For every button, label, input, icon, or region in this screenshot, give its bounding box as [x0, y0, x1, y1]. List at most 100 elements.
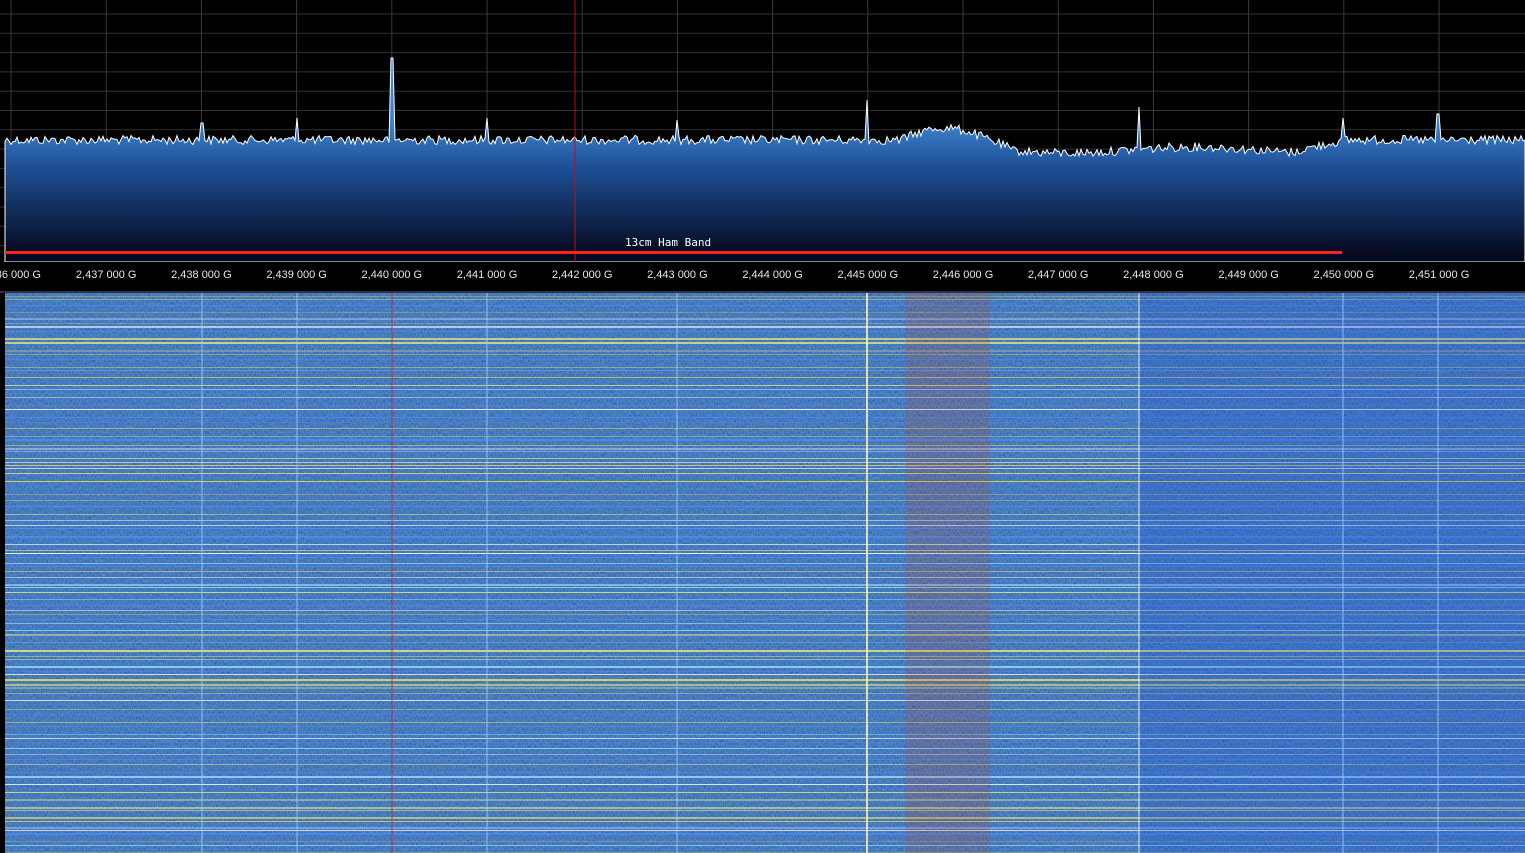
waterfall-line: [5, 792, 1525, 793]
waterfall-line: [5, 296, 1525, 297]
waterfall-line: [5, 599, 1525, 600]
waterfall-line: [5, 830, 1525, 831]
waterfall-line: [5, 656, 1525, 657]
waterfall-line: [5, 722, 1525, 723]
waterfall-line: [5, 821, 1525, 822]
waterfall-line: [5, 742, 1525, 743]
frequency-axis: [0, 262, 1525, 292]
waterfall-line: [5, 550, 1525, 551]
waterfall-line: [5, 679, 1525, 681]
frequency-label: 2,451 000 G: [1409, 269, 1470, 281]
waterfall-line: [5, 468, 1525, 469]
waterfall-line: [5, 674, 1525, 675]
waterfall-line: [5, 827, 1525, 829]
waterfall-line: [5, 370, 1525, 371]
waterfall-line: [5, 359, 1525, 360]
waterfall-line: [5, 473, 1525, 474]
frequency-label: 2,444 000 G: [742, 269, 803, 281]
waterfall-line: [5, 841, 1525, 842]
waterfall-line: [5, 748, 1525, 749]
waterfall-line: [5, 393, 1525, 394]
waterfall-line: [5, 331, 1525, 332]
waterfall-line: [5, 445, 1525, 446]
frequency-label: 2,439 000 G: [266, 269, 327, 281]
waterfall-line: [5, 666, 1525, 668]
waterfall-line: [5, 764, 1525, 765]
waterfall-line: [5, 776, 1525, 778]
waterfall-line: [5, 481, 1525, 482]
waterfall-line: [5, 299, 1525, 300]
waterfall-line: [5, 784, 1525, 785]
waterfall-band: [1140, 293, 1525, 853]
waterfall-line: [5, 610, 1525, 611]
splitter: [0, 291, 1525, 293]
waterfall-line: [5, 807, 1525, 809]
waterfall-line: [5, 367, 1525, 368]
frequency-label: 2,437 000 G: [76, 269, 137, 281]
waterfall-line: [5, 338, 1525, 340]
waterfall-line: [5, 642, 1525, 643]
waterfall-line: [5, 759, 1525, 760]
waterfall-line: [5, 704, 1525, 705]
waterfall-line: [5, 528, 1525, 529]
waterfall-line: [5, 397, 1525, 398]
waterfall-band: [905, 293, 990, 853]
waterfall-line: [5, 323, 1525, 324]
waterfall-line: [5, 833, 1525, 835]
waterfall-line: [5, 684, 1525, 686]
waterfall-line: [5, 734, 1525, 735]
waterfall-line: [5, 799, 1525, 801]
waterfall-line: [5, 451, 1525, 452]
frequency-label: 2,443 000 G: [647, 269, 708, 281]
frequency-label: 2,447 000 G: [1028, 269, 1089, 281]
waterfall-line: [5, 354, 1525, 355]
waterfall-line: [5, 448, 1525, 450]
waterfall: [5, 293, 1525, 853]
frequency-label: 2,446 000 G: [933, 269, 994, 281]
waterfall-line: [5, 810, 1525, 811]
waterfall-line: [5, 305, 1525, 306]
waterfall-line: [5, 385, 1525, 386]
waterfall-line: [5, 500, 1525, 501]
waterfall-line: [5, 544, 1525, 545]
waterfall-line: [5, 592, 1525, 593]
waterfall-line: [5, 577, 1525, 578]
waterfall-line: [5, 506, 1525, 507]
waterfall-line: [5, 428, 1525, 429]
frequency-label: 2,445 000 G: [838, 269, 899, 281]
waterfall-line: [5, 326, 1525, 328]
waterfall-line: [5, 377, 1525, 378]
waterfall-line: [5, 520, 1525, 521]
frequency-label: 2,448 000 G: [1123, 269, 1184, 281]
waterfall-line: [5, 650, 1525, 652]
waterfall-line: [5, 465, 1525, 466]
waterfall-line: [5, 726, 1525, 727]
frequency-label: 2,438 000 G: [171, 269, 232, 281]
frequency-label: 2,441 000 G: [457, 269, 518, 281]
waterfall-line: [5, 619, 1525, 620]
frequency-label: 2,450 000 G: [1314, 269, 1375, 281]
waterfall-line: [5, 417, 1525, 418]
waterfall-line: [5, 536, 1525, 538]
waterfall-line: [5, 671, 1525, 672]
waterfall-line: [5, 738, 1525, 739]
waterfall-line: [5, 845, 1525, 846]
waterfall-line: [5, 630, 1525, 631]
waterfall-line: [5, 312, 1525, 313]
waterfall-line: [5, 458, 1525, 459]
waterfall-line: [5, 405, 1525, 406]
waterfall-line: [5, 350, 1525, 352]
waterfall-line: [5, 563, 1525, 564]
waterfall-line: [5, 436, 1525, 437]
waterfall-line: [5, 659, 1525, 660]
frequency-labels: 36 000 G 2,437 000 G 2,438 000 G 2,439 000 …: [0, 269, 1469, 281]
waterfall-line: [5, 714, 1525, 715]
waterfall-line: [5, 553, 1525, 554]
waterfall-line: [5, 389, 1525, 390]
waterfall-line: [5, 587, 1525, 588]
waterfall-line: [5, 571, 1525, 572]
waterfall-line: [5, 709, 1525, 710]
waterfall-line: [5, 318, 1525, 320]
